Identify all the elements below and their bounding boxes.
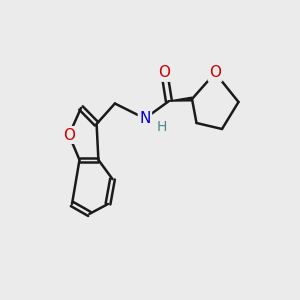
Text: O: O [158, 65, 170, 80]
Text: N: N [139, 111, 151, 126]
Text: O: O [209, 65, 221, 80]
Polygon shape [169, 97, 192, 101]
Text: O: O [63, 128, 75, 142]
Text: H: H [156, 120, 167, 134]
